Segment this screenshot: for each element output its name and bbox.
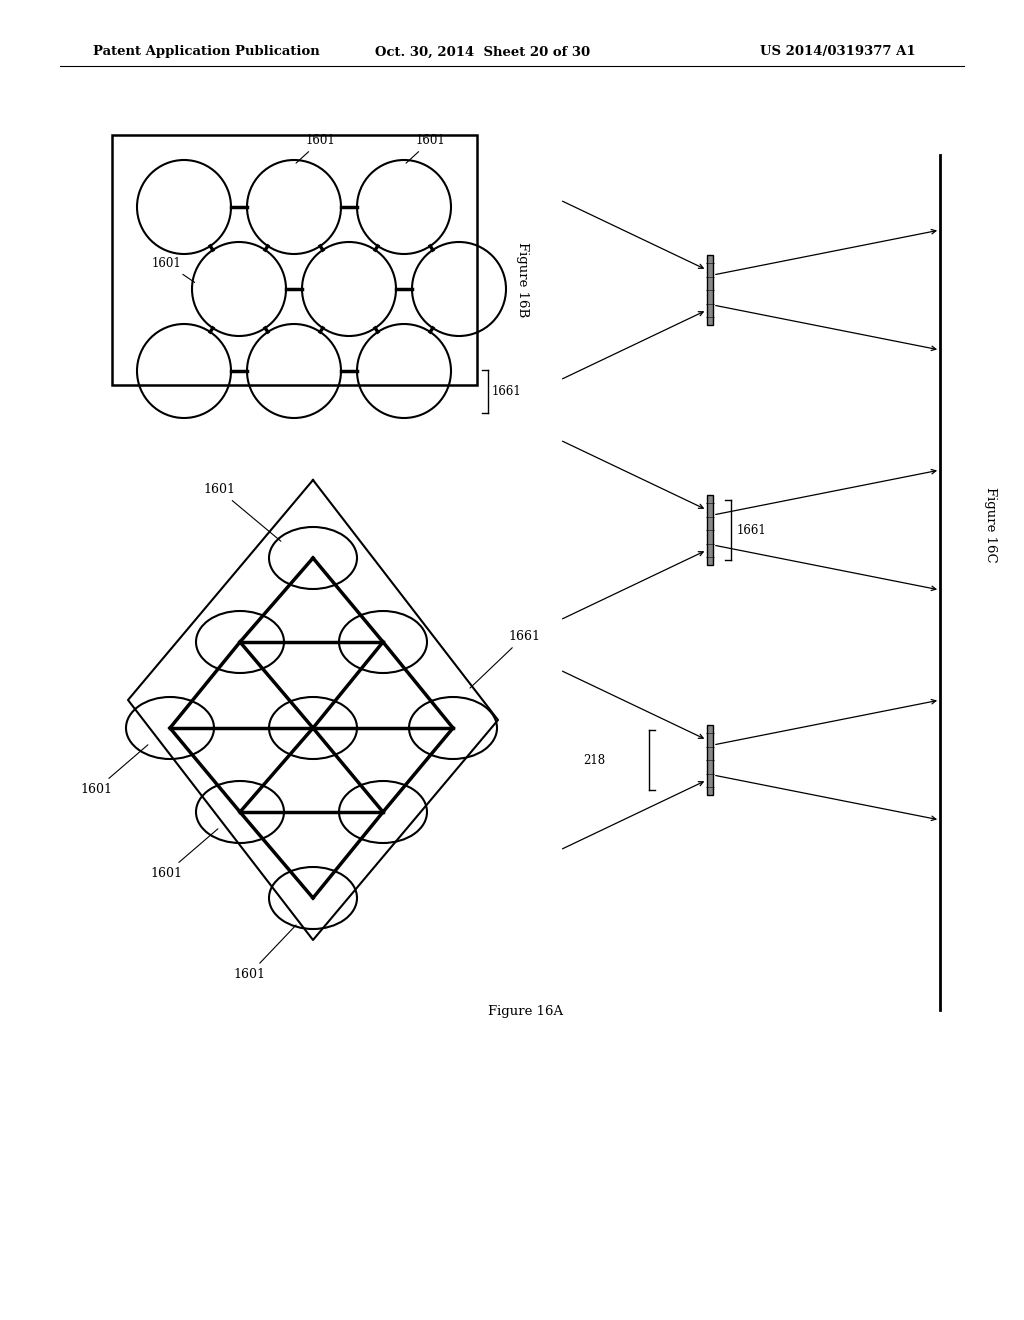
- Text: Figure 16C: Figure 16C: [983, 487, 996, 562]
- Text: 1601: 1601: [150, 829, 218, 880]
- Text: Figure 16A: Figure 16A: [488, 1005, 563, 1018]
- Text: 1661: 1661: [470, 630, 540, 688]
- Text: 1601: 1601: [203, 483, 281, 541]
- Bar: [112, 135, 477, 385]
- Text: 1601: 1601: [152, 257, 195, 282]
- Text: Patent Application Publication: Patent Application Publication: [93, 45, 319, 58]
- Text: 1601: 1601: [80, 744, 147, 796]
- Text: 1601: 1601: [296, 135, 336, 164]
- Bar: [707, 255, 713, 325]
- Bar: [707, 725, 713, 795]
- Text: 1661: 1661: [737, 524, 767, 536]
- Bar: [707, 495, 713, 565]
- Text: 1601: 1601: [407, 135, 445, 164]
- Text: 1601: 1601: [233, 925, 296, 981]
- Text: US 2014/0319377 A1: US 2014/0319377 A1: [760, 45, 915, 58]
- Text: Figure 16B: Figure 16B: [515, 243, 528, 318]
- Text: 1661: 1661: [492, 385, 522, 399]
- Text: Oct. 30, 2014  Sheet 20 of 30: Oct. 30, 2014 Sheet 20 of 30: [375, 45, 590, 58]
- Text: 218: 218: [583, 754, 605, 767]
